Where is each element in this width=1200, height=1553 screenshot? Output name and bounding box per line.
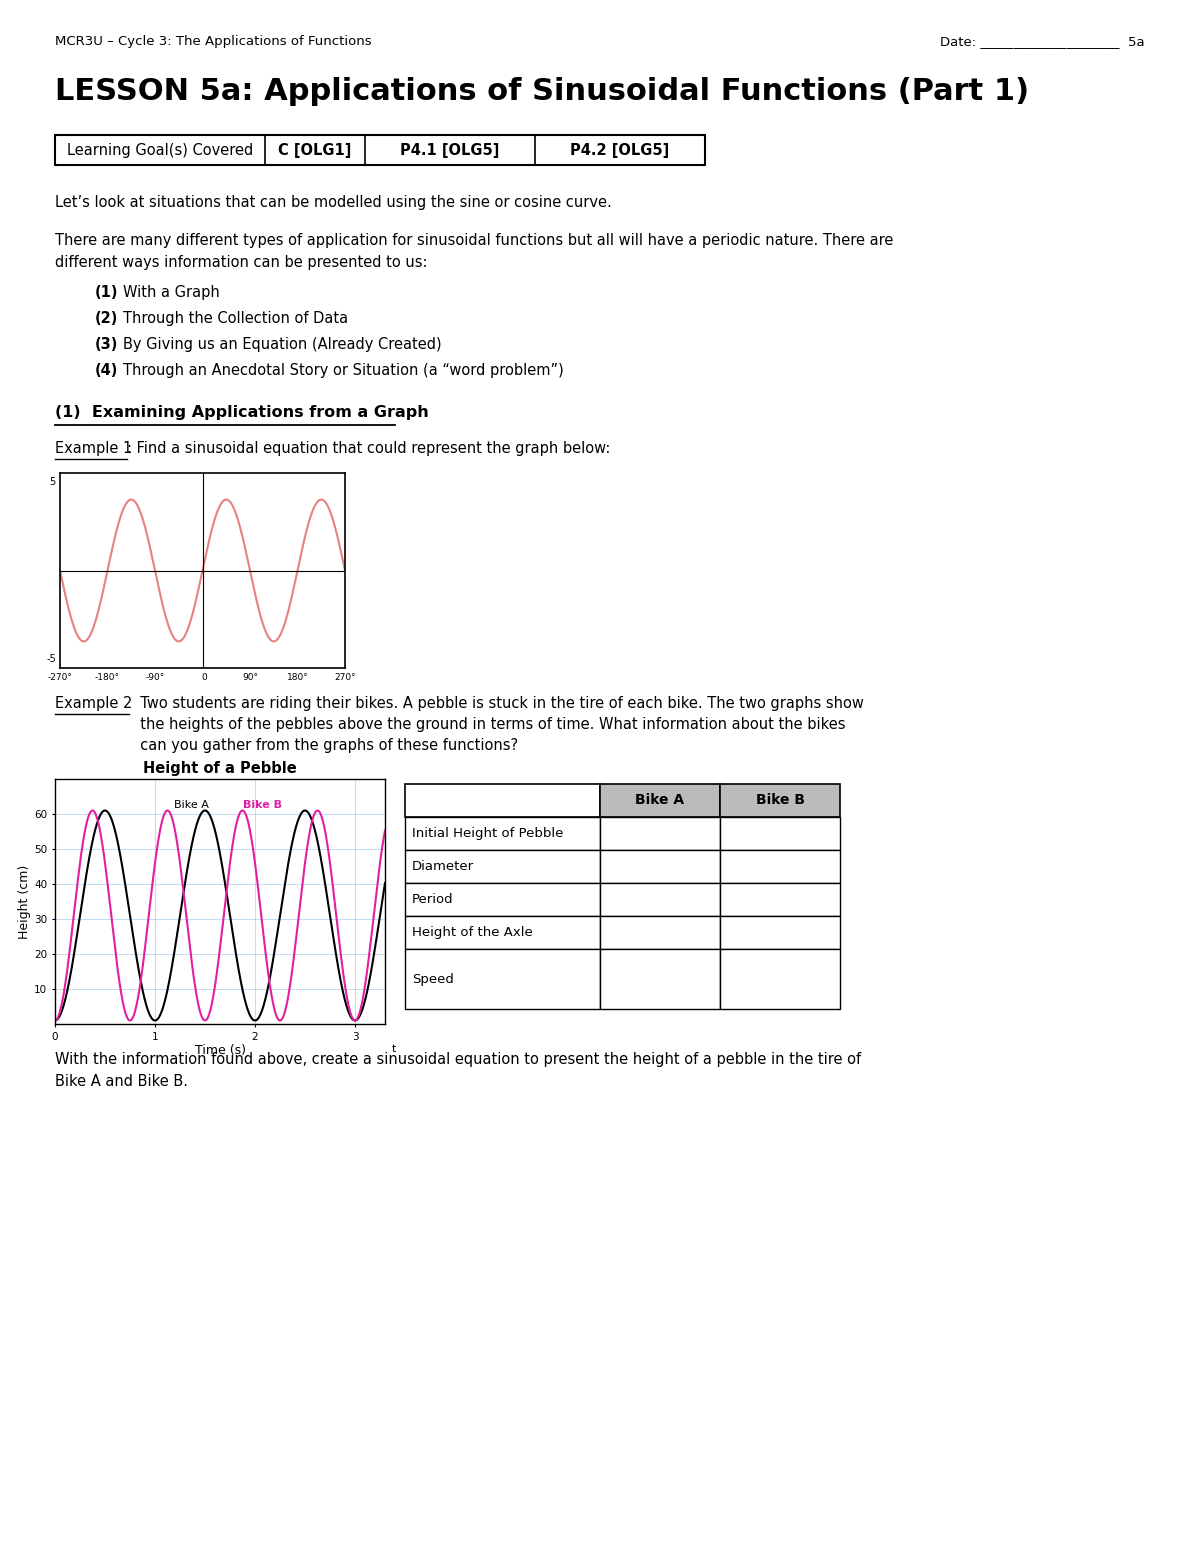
Bar [406, 849, 600, 884]
Text: Bike A: Bike A [174, 800, 209, 811]
Bar [600, 784, 720, 817]
Bar [55, 135, 706, 165]
Text: Bike B: Bike B [244, 800, 282, 811]
Text: Bike A and Bike B.: Bike A and Bike B. [55, 1075, 188, 1089]
Bar [600, 849, 720, 884]
Bar [720, 884, 840, 916]
Text: LESSON 5a: Applications of Sinusoidal Functions (Part 1): LESSON 5a: Applications of Sinusoidal Fu… [55, 78, 1030, 106]
Text: 180°: 180° [287, 674, 308, 682]
Text: Learning Goal(s) Covered: Learning Goal(s) Covered [67, 143, 253, 157]
Text: (4): (4) [95, 363, 119, 377]
Text: 270°: 270° [334, 674, 356, 682]
Text: : Find a sinusoidal equation that could represent the graph below:: : Find a sinusoidal equation that could … [127, 441, 611, 457]
Text: P4.2 [OLG5]: P4.2 [OLG5] [570, 143, 670, 157]
Bar [406, 916, 600, 949]
Bar [600, 916, 720, 949]
Y-axis label: Height (cm): Height (cm) [18, 865, 31, 938]
Text: (2): (2) [95, 311, 119, 326]
Text: 90°: 90° [242, 674, 258, 682]
X-axis label: Time (s): Time (s) [194, 1045, 246, 1058]
Bar [720, 949, 840, 1009]
Text: Example 2: Example 2 [55, 696, 132, 711]
Bar [720, 784, 840, 817]
Text: With the information found above, create a sinusoidal equation to present the he: With the information found above, create… [55, 1051, 862, 1067]
Text: (1): (1) [95, 286, 119, 300]
Text: 0: 0 [202, 674, 206, 682]
Text: Speed: Speed [412, 972, 454, 986]
Bar [720, 817, 840, 849]
Text: C [OLG1]: C [OLG1] [278, 143, 352, 157]
Text: 5: 5 [49, 477, 55, 486]
Text: Height of the Axle: Height of the Axle [412, 926, 533, 940]
Text: -90°: -90° [145, 674, 164, 682]
Text: Period: Period [412, 893, 454, 905]
Text: Through an Anecdotal Story or Situation (a “word problem”): Through an Anecdotal Story or Situation … [124, 363, 564, 377]
Text: Bike B: Bike B [756, 794, 804, 808]
Text: MCR3U – Cycle 3: The Applications of Functions: MCR3U – Cycle 3: The Applications of Fun… [55, 36, 372, 48]
Text: P4.1 [OLG5]: P4.1 [OLG5] [401, 143, 499, 157]
Text: Example 1: Example 1 [55, 441, 132, 457]
Bar [406, 884, 600, 916]
Text: different ways information can be presented to us:: different ways information can be presen… [55, 255, 427, 270]
Bar [600, 884, 720, 916]
Text: Date: _____________________  5a: Date: _____________________ 5a [941, 36, 1145, 48]
Text: -270°: -270° [48, 674, 72, 682]
Bar [720, 916, 840, 949]
Text: With a Graph: With a Graph [124, 286, 220, 300]
Text: Through the Collection of Data: Through the Collection of Data [124, 311, 348, 326]
Text: can you gather from the graphs of these functions?: can you gather from the graphs of these … [131, 738, 518, 753]
Text: (3): (3) [95, 337, 119, 353]
Bar [406, 817, 600, 849]
Text: Two students are riding their bikes. A pebble is stuck in the tire of each bike.: Two students are riding their bikes. A p… [131, 696, 864, 711]
Text: Diameter: Diameter [412, 860, 474, 873]
Text: By Giving us an Equation (Already Created): By Giving us an Equation (Already Create… [124, 337, 442, 353]
Bar [600, 817, 720, 849]
Bar [600, 949, 720, 1009]
Text: t: t [391, 1044, 396, 1053]
Bar [720, 849, 840, 884]
Bar [406, 784, 600, 817]
Text: the heights of the pebbles above the ground in terms of time. What information a: the heights of the pebbles above the gro… [131, 717, 846, 731]
Bar [406, 949, 600, 1009]
Text: Let’s look at situations that can be modelled using the sine or cosine curve.: Let’s look at situations that can be mod… [55, 196, 612, 210]
Text: There are many different types of application for sinusoidal functions but all w: There are many different types of applic… [55, 233, 893, 248]
Text: -180°: -180° [95, 674, 120, 682]
Text: (1)  Examining Applications from a Graph: (1) Examining Applications from a Graph [55, 405, 428, 419]
Text: Bike A: Bike A [636, 794, 684, 808]
Text: Initial Height of Pebble: Initial Height of Pebble [412, 828, 563, 840]
Text: -5: -5 [46, 654, 55, 665]
Title: Height of a Pebble: Height of a Pebble [143, 761, 296, 776]
